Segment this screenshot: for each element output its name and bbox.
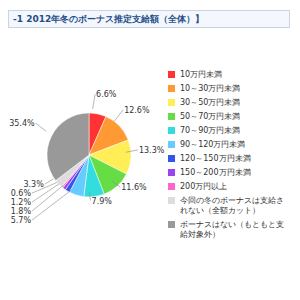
svg-text:13.3%: 13.3% bbox=[139, 146, 165, 155]
html-text:200万円以上: 200万円以上 bbox=[180, 182, 228, 191]
svg-text:6.6%: 6.6% bbox=[96, 90, 117, 99]
svg-text:7.9%: 7.9% bbox=[92, 197, 113, 206]
html-text:10～30万円未満: 10～30万円未満 bbox=[180, 84, 241, 93]
html-text:今回の冬のボーナスは支給されない（全額カット）: 今回の冬のボーナスは支給されない（全額カット） bbox=[180, 196, 284, 215]
html-text:30～50万円未満: 30～50万円未満 bbox=[180, 98, 241, 107]
svg-text:11.6%: 11.6% bbox=[121, 183, 147, 192]
html-text:ボーナスはない（もともと支給対象外）: ボーナスはない（もともと支給対象外） bbox=[180, 220, 284, 239]
html-text:120～150万円未満: 120～150万円未満 bbox=[180, 154, 251, 163]
html-text:150～200万円未満: 150～200万円未満 bbox=[180, 168, 251, 177]
html-text:10万円未満: 10万円未満 bbox=[180, 70, 223, 79]
svg-text:0.6%: 0.6% bbox=[11, 189, 32, 198]
html-text:50～70万円未満: 50～70万円未満 bbox=[180, 112, 241, 121]
svg-text:35.4%: 35.4% bbox=[9, 119, 35, 128]
html-text:70～90万円未満: 70～90万円未満 bbox=[180, 126, 241, 135]
svg-text:1.8%: 1.8% bbox=[11, 207, 32, 216]
svg-text:1.2%: 1.2% bbox=[11, 198, 32, 207]
html-text:-1 2012年冬のボーナス推定支給額（全体）】: -1 2012年冬のボーナス推定支給額（全体）】 bbox=[13, 14, 205, 24]
svg-text:5.7%: 5.7% bbox=[11, 216, 32, 225]
html-text:90～120万円未満: 90～120万円未満 bbox=[180, 140, 246, 149]
svg-text:12.6%: 12.6% bbox=[124, 106, 150, 115]
svg-text:3.3%: 3.3% bbox=[23, 180, 44, 189]
